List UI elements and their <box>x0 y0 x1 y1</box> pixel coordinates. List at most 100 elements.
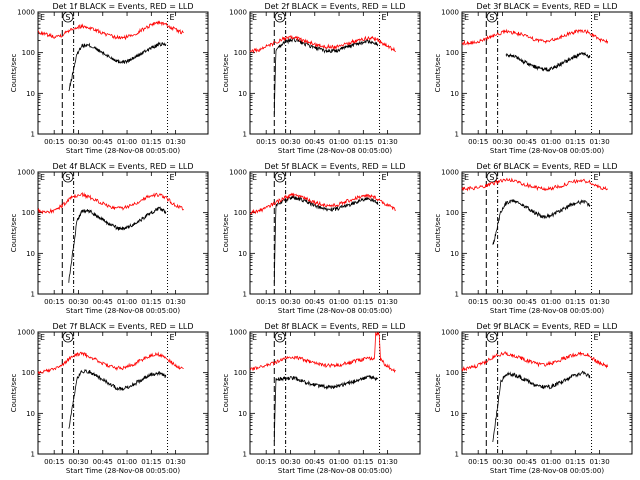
x-tick-label: 01:00 <box>329 298 349 306</box>
y-axis-label: Counts/sec <box>434 54 442 93</box>
x-tick-label: 01:30 <box>166 298 186 306</box>
plot-frame <box>249 171 421 295</box>
lld-series-line <box>37 351 184 376</box>
y-tick-label: 1000 <box>229 9 247 17</box>
x-tick-label: 01:00 <box>541 458 561 466</box>
x-tick-label: 00:15 <box>468 138 488 146</box>
saa-marker-circle <box>62 331 74 343</box>
y-tick-label: 1 <box>243 131 247 139</box>
y-tick-label: 100 <box>446 369 459 377</box>
x-tick-label: 01:15 <box>565 138 585 146</box>
saa-marker: S <box>489 333 494 342</box>
x-tick-label: 00:15 <box>44 138 64 146</box>
saa-marker: S <box>65 333 70 342</box>
event-start-marker: E <box>464 173 469 182</box>
event-end-marker: E <box>594 173 599 182</box>
x-tick-label: 00:45 <box>93 298 113 306</box>
x-tick-label: 00:15 <box>44 458 64 466</box>
y-tick-label: 1 <box>455 451 459 459</box>
y-tick-label: 1000 <box>441 329 459 337</box>
plot-frame <box>461 171 633 295</box>
panel-3: Det 3f BLACK = Events, RED = LLD 1 10 100 10… <box>434 2 633 155</box>
x-tick-label: 01:15 <box>353 298 373 306</box>
x-tick-label: 00:45 <box>93 458 113 466</box>
saa-marker-circle <box>274 171 286 183</box>
lld-series-line <box>37 20 184 41</box>
events-series-line <box>273 37 379 115</box>
panel-title: Det 1f BLACK = Events, RED = LLD <box>52 2 193 11</box>
saa-marker: S <box>277 13 282 22</box>
panel-title: Det 3f BLACK = Events, RED = LLD <box>476 2 617 11</box>
y-tick-label: 1 <box>455 291 459 299</box>
y-tick-label: 10 <box>450 250 459 258</box>
events-series-line <box>273 374 379 442</box>
panel-title: Det 5f BLACK = Events, RED = LLD <box>264 162 405 171</box>
y-axis-label: Counts/sec <box>434 374 442 413</box>
lld-series-line <box>37 191 185 215</box>
x-tick-label: 01:15 <box>565 458 585 466</box>
event-start-marker: E <box>252 333 257 342</box>
y-tick-label: 1000 <box>17 329 35 337</box>
events-series-line <box>68 41 167 92</box>
event-end-marker: E <box>594 13 599 22</box>
saa-marker-circle <box>486 331 498 343</box>
x-tick-label: 00:30 <box>68 458 88 466</box>
x-axis-label: Start Time (28-Nov-08 00:05:00) <box>490 307 604 315</box>
x-tick-label: 00:15 <box>468 458 488 466</box>
x-axis-label: Start Time (28-Nov-08 00:05:00) <box>66 307 180 315</box>
x-tick-label: 00:30 <box>68 298 88 306</box>
saa-marker-circle <box>274 11 286 23</box>
y-tick-label: 1000 <box>229 329 247 337</box>
y-tick-label: 1 <box>31 291 35 299</box>
x-tick-label: 01:30 <box>590 458 610 466</box>
x-tick-label: 00:30 <box>492 458 512 466</box>
event-start-marker: E <box>464 13 469 22</box>
x-tick-label: 00:30 <box>280 298 300 306</box>
lld-series-line <box>249 331 396 373</box>
x-tick-label: 01:30 <box>378 458 398 466</box>
x-tick-label: 00:45 <box>517 458 537 466</box>
y-tick-label: 100 <box>22 209 35 217</box>
y-tick-label: 1000 <box>17 169 35 177</box>
saa-marker: S <box>277 333 282 342</box>
panel-4: Det 4f BLACK = Events, RED = LLD 1 10 100 10… <box>10 162 209 315</box>
events-series-line <box>68 369 167 429</box>
events-series-line <box>492 199 591 245</box>
x-tick-label: 00:30 <box>492 298 512 306</box>
saa-marker-circle <box>62 171 74 183</box>
lld-series-line <box>461 28 609 46</box>
y-axis-label: Counts/sec <box>222 214 230 253</box>
lld-series-line <box>461 177 608 192</box>
x-tick-label: 00:45 <box>305 458 325 466</box>
x-tick-label: 01:15 <box>141 458 161 466</box>
event-start-marker: E <box>464 333 469 342</box>
y-tick-label: 1000 <box>441 9 459 17</box>
x-tick-label: 01:00 <box>541 138 561 146</box>
panel-title: Det 7f BLACK = Events, RED = LLD <box>52 322 193 331</box>
panel-6: Det 6f BLACK = Events, RED = LLD 1 10 100 10… <box>434 162 633 315</box>
y-tick-label: 1 <box>243 291 247 299</box>
plot-frame <box>249 331 421 455</box>
saa-marker-circle <box>274 331 286 343</box>
plot-frame <box>37 11 209 135</box>
x-axis-label: Start Time (28-Nov-08 00:05:00) <box>66 467 180 475</box>
event-start-marker: E <box>252 13 257 22</box>
y-axis-label: Counts/sec <box>10 214 18 253</box>
panel-title: Det 6f BLACK = Events, RED = LLD <box>476 162 617 171</box>
x-tick-label: 01:15 <box>141 138 161 146</box>
y-tick-label: 100 <box>446 209 459 217</box>
saa-marker-circle <box>62 11 74 23</box>
event-end-marker: E <box>170 13 175 22</box>
y-tick-label: 100 <box>22 49 35 57</box>
x-tick-label: 00:15 <box>256 138 276 146</box>
plot-frame <box>37 171 209 295</box>
y-tick-label: 100 <box>234 209 247 217</box>
x-tick-label: 00:30 <box>68 138 88 146</box>
events-series-line <box>273 194 379 284</box>
y-axis-label: Counts/sec <box>222 374 230 413</box>
y-tick-label: 10 <box>238 90 247 98</box>
x-tick-label: 00:30 <box>492 138 512 146</box>
events-series-line <box>505 51 591 73</box>
x-axis-label: Start Time (28-Nov-08 00:05:00) <box>278 307 392 315</box>
